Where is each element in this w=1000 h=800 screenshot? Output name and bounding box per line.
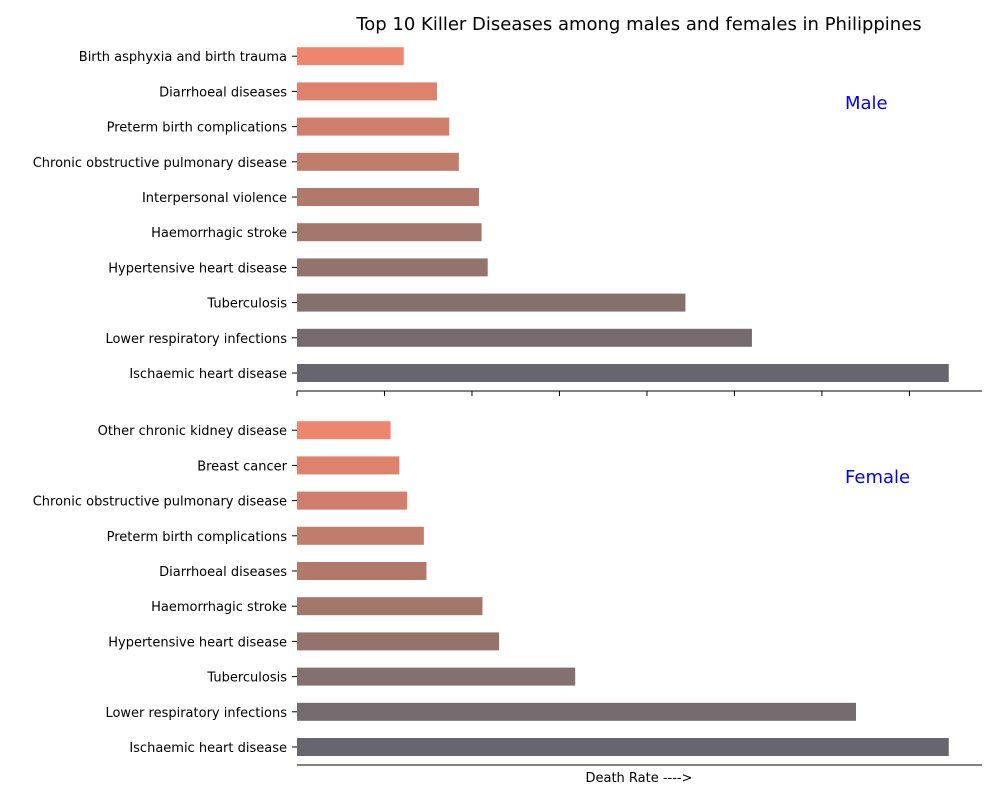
male-bar: [297, 258, 488, 277]
female-category-label: Other chronic kidney disease: [98, 424, 287, 439]
male-category-label: Ischaemic heart disease: [129, 367, 287, 382]
female-panel-label: Female: [845, 467, 910, 488]
male-category-label: Lower respiratory infections: [105, 332, 287, 347]
female-bars: [297, 421, 949, 756]
male-category-label: Chronic obstructive pulmonary disease: [33, 156, 287, 171]
male-bar: [297, 328, 752, 347]
female-bar: [297, 421, 391, 440]
panel-male: Ischaemic heart disease Lower respiratory…: [33, 47, 982, 396]
male-bar: [297, 47, 404, 66]
female-category-label: Diarrhoeal diseases: [159, 565, 287, 580]
female-bar: [297, 526, 424, 545]
female-bar: [297, 491, 408, 510]
panel-female: Ischaemic heart disease Lower respiratory…: [33, 421, 982, 766]
male-category-label: Tuberculosis: [206, 297, 287, 312]
male-bar: [297, 223, 482, 242]
female-category-label: Tuberculosis: [206, 671, 287, 686]
female-category-label: Ischaemic heart disease: [129, 741, 287, 756]
female-category-label: Haemorrhagic stroke: [151, 600, 287, 615]
male-bar: [297, 117, 450, 136]
female-bar: [297, 456, 400, 475]
female-category-labels: Ischaemic heart disease Lower respiratory…: [33, 424, 297, 756]
male-panel-label: Male: [845, 93, 888, 114]
male-category-label: Hypertensive heart disease: [108, 261, 287, 276]
male-bar: [297, 82, 437, 101]
male-bar: [297, 364, 949, 382]
female-bar: [297, 632, 500, 651]
female-category-label: Preterm birth complications: [107, 530, 288, 545]
male-category-label: Birth asphyxia and birth trauma: [79, 50, 287, 65]
female-bar: [297, 667, 576, 686]
female-bar: [297, 597, 483, 616]
chart-title: Top 10 Killer Diseases among males and f…: [355, 14, 921, 35]
female-category-label: Breast cancer: [197, 459, 287, 474]
female-category-label: Hypertensive heart disease: [108, 635, 287, 650]
male-bar: [297, 152, 459, 171]
female-category-label: Chronic obstructive pulmonary disease: [33, 495, 287, 510]
male-bar: [297, 188, 479, 206]
female-bar: [297, 702, 857, 721]
male-bars: [297, 47, 949, 382]
female-bar: [297, 738, 949, 756]
male-category-label: Haemorrhagic stroke: [151, 226, 287, 241]
female-bar: [297, 562, 427, 580]
male-bar: [297, 293, 686, 312]
male-category-label: Diarrhoeal diseases: [159, 85, 287, 100]
male-category-label: Interpersonal violence: [142, 191, 287, 206]
female-category-label: Lower respiratory infections: [105, 706, 287, 721]
male-x-ticks: [296, 391, 910, 396]
male-category-label: Preterm birth complications: [107, 121, 288, 136]
x-axis-label: Death Rate ---->: [585, 771, 692, 786]
male-category-labels: Ischaemic heart disease Lower respiratory…: [33, 50, 297, 382]
